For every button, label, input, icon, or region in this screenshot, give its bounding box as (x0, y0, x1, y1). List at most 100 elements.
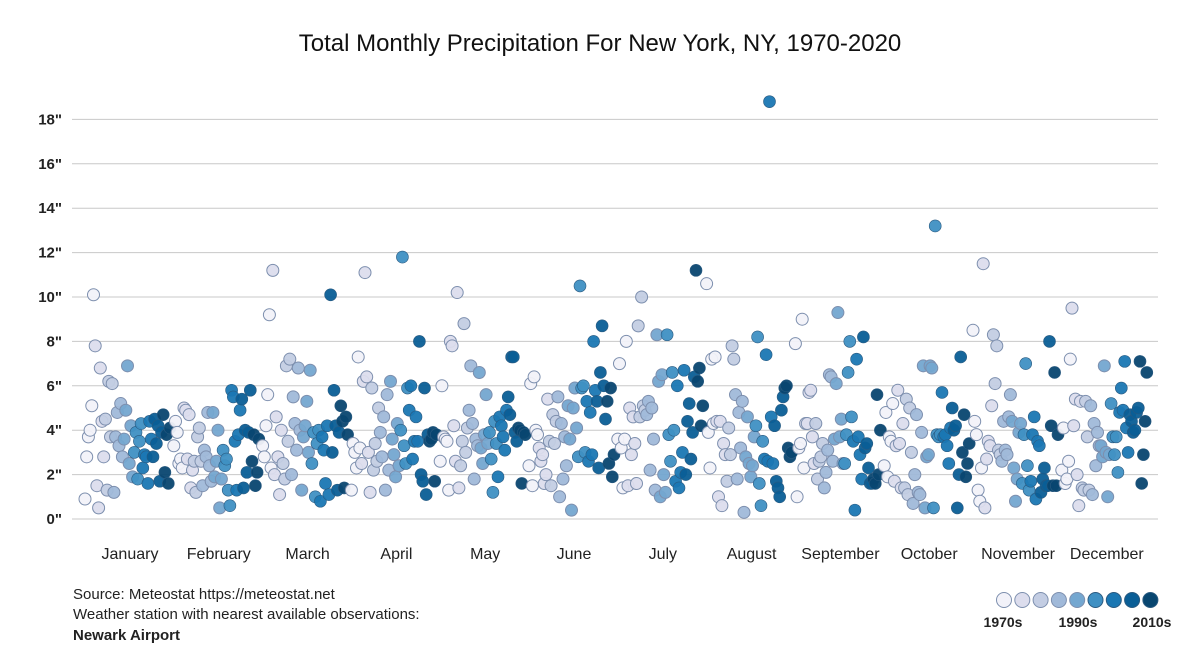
data-point (604, 381, 617, 395)
data-point (613, 357, 626, 371)
x-tick-label: January (102, 546, 159, 563)
data-point (566, 401, 580, 415)
data-point (746, 459, 759, 473)
data-point (752, 477, 766, 490)
data-point (93, 361, 107, 375)
data-point (314, 494, 327, 508)
data-point (378, 483, 392, 497)
data-point (363, 485, 377, 499)
data-point (877, 459, 891, 473)
data-point (677, 363, 691, 377)
data-point (691, 375, 705, 388)
data-point (985, 399, 999, 413)
data-point (146, 450, 160, 464)
data-point (486, 486, 500, 499)
data-point (1021, 459, 1034, 473)
data-point (327, 383, 341, 397)
data-point (682, 397, 696, 410)
data-point (573, 279, 587, 293)
data-point (1009, 494, 1022, 508)
data-point (723, 448, 737, 462)
data-point (804, 383, 818, 397)
x-tick-label: August (727, 546, 777, 563)
data-point (879, 405, 893, 419)
y-tick-label: 16" (38, 156, 62, 173)
data-point (703, 461, 717, 475)
data-point (158, 466, 172, 479)
data-point (339, 410, 353, 424)
data-point (727, 352, 741, 366)
data-point (1065, 301, 1079, 315)
data-point (121, 359, 134, 373)
data-point (300, 394, 314, 408)
data-point (237, 481, 250, 495)
data-point (418, 381, 431, 395)
data-point (394, 423, 408, 437)
data-point (775, 403, 788, 417)
data-point (857, 330, 870, 344)
data-point (539, 468, 553, 482)
data-point (725, 339, 739, 353)
data-point (409, 410, 423, 424)
y-tick-label: 12" (38, 245, 62, 262)
data-point (375, 450, 389, 464)
data-point (522, 459, 536, 473)
data-point (269, 410, 283, 424)
data-point (536, 448, 550, 462)
data-point (411, 434, 425, 448)
legend-swatch (1014, 592, 1031, 608)
source-text: Source: Meteostat https://meteostat.net (73, 586, 335, 603)
data-point (167, 439, 181, 453)
data-point (954, 350, 968, 364)
data-point (717, 437, 731, 451)
data-point (1084, 399, 1098, 413)
data-point (531, 428, 544, 442)
data-point (503, 408, 517, 421)
data-point (1121, 446, 1135, 459)
y-tick-label: 8" (47, 333, 62, 350)
data-point (795, 312, 809, 326)
legend-label: 1970s (984, 614, 1023, 630)
y-tick-label: 2" (47, 467, 62, 484)
data-point (595, 319, 609, 333)
data-point (1133, 355, 1147, 368)
data-point (78, 492, 92, 506)
data-point (286, 390, 300, 404)
data-point (467, 472, 481, 486)
data-point (1062, 454, 1076, 468)
data-point (1033, 439, 1046, 453)
data-point (657, 468, 671, 482)
data-point (250, 466, 264, 479)
data-point (599, 412, 612, 426)
y-tick-label: 4" (47, 422, 62, 439)
data-point (389, 470, 403, 484)
data-point (647, 432, 660, 446)
data-point (961, 457, 974, 470)
data-point (214, 472, 228, 486)
data-point (811, 472, 824, 486)
data-point (245, 454, 259, 468)
data-point (361, 445, 375, 459)
data-point (821, 443, 835, 457)
data-point (170, 425, 184, 439)
data-point (273, 488, 287, 502)
data-point (428, 474, 442, 488)
data-point (730, 472, 744, 486)
data-point (290, 443, 304, 457)
data-point (600, 395, 614, 408)
data-point (501, 390, 515, 404)
data-point (672, 481, 686, 495)
data-point (921, 448, 935, 462)
data-point (935, 386, 949, 399)
data-point (1111, 466, 1125, 479)
data-point (980, 452, 994, 466)
data-point (213, 501, 227, 515)
data-point (667, 423, 681, 437)
data-point (577, 379, 590, 393)
data-point (1038, 461, 1051, 475)
x-tick-label: December (1070, 546, 1144, 563)
data-point (107, 485, 121, 499)
data-point (643, 463, 657, 477)
data-point (874, 423, 887, 437)
data-point (763, 95, 776, 108)
